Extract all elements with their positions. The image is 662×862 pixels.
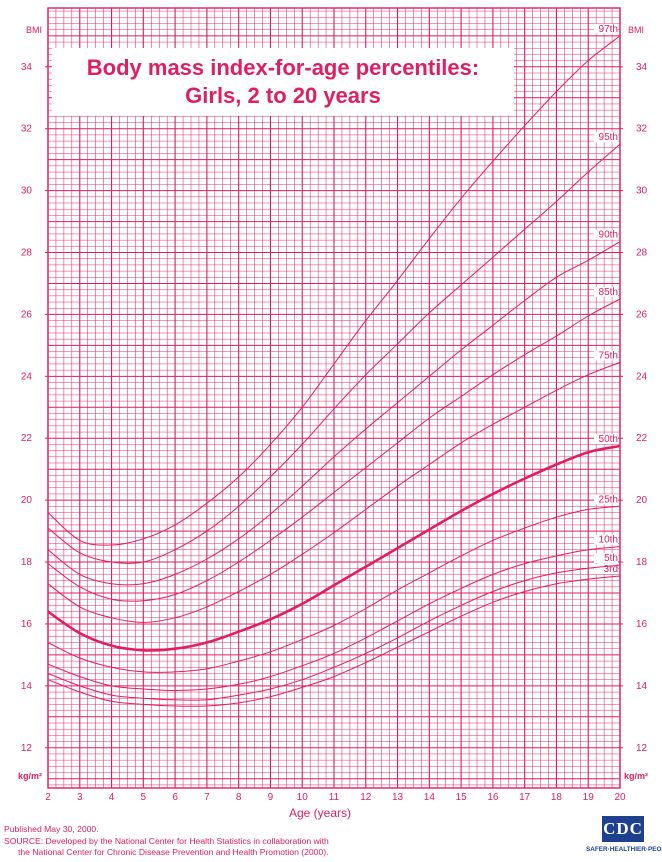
cdc-logo-icon: CDC	[602, 816, 644, 842]
percentile-label-97th: 97th	[599, 24, 618, 35]
percentile-label-bg	[594, 132, 618, 143]
footer-notes: Published May 30, 2000. SOURCE: Develope…	[4, 824, 329, 859]
percentile-curve-10th	[47, 546, 621, 692]
x-tick-label: 20	[614, 792, 626, 803]
percentile-label-50th: 50th	[599, 434, 618, 445]
percentile-curve-95th	[47, 143, 621, 564]
percentile-label-bg	[594, 433, 618, 444]
x-axis-label: Age (years)	[289, 806, 351, 820]
x-tick-label: 9	[268, 792, 274, 803]
cdc-logo-tagline: SAFER·HEALTHIER·PEOPLE™	[586, 846, 662, 853]
x-tick-label: 8	[236, 792, 242, 803]
percentile-curve-85th	[47, 298, 621, 602]
footer-source: SOURCE: Developed by the National Center…	[4, 835, 329, 846]
x-tick-label: 16	[487, 792, 499, 803]
x-tick-label: 4	[109, 792, 115, 803]
x-tick-label: 7	[204, 792, 210, 803]
y-tick-label-right: 14	[636, 681, 648, 692]
y-tick-label-right: 18	[636, 557, 648, 568]
x-tick-label: 17	[519, 792, 531, 803]
y-tick-label-right: 16	[636, 619, 648, 630]
y-tick-label-right: 22	[636, 433, 648, 444]
chart-title-box: Body mass index-for-age percentiles: Gir…	[52, 48, 514, 116]
percentile-label-10th: 10th	[599, 535, 618, 546]
footer-published: Published May 30, 2000.	[4, 824, 99, 834]
x-tick-label: 18	[551, 792, 563, 803]
y-axis-label-top-right: BMI	[628, 25, 644, 35]
x-tick-label: 15	[456, 792, 468, 803]
y-tick-label-left: 28	[21, 248, 33, 259]
x-tick-label: 6	[172, 792, 178, 803]
y-tick-label-left: 26	[21, 309, 33, 320]
y-tick-label-left: 12	[21, 743, 33, 754]
y-tick-label-left: 34	[21, 62, 33, 73]
x-tick-label: 10	[297, 792, 309, 803]
chart-title: Body mass index-for-age percentiles:	[87, 55, 479, 80]
y-tick-label-right: 12	[636, 743, 648, 754]
percentile-label-95th: 95th	[599, 132, 618, 143]
percentile-curve-75th	[47, 361, 621, 623]
percentile-label-bg	[594, 23, 618, 34]
y-tick-label-left: 24	[21, 371, 33, 382]
chart-subtitle: Girls, 2 to 20 years	[185, 83, 381, 108]
y-tick-label-left: 16	[21, 619, 33, 630]
x-tick-label: 14	[424, 792, 436, 803]
percentile-label-bg	[594, 494, 618, 505]
percentile-label-bg	[594, 534, 618, 545]
y-axis-label-top-left: BMI	[26, 25, 42, 35]
percentile-label-5th: 5th	[604, 553, 618, 564]
y-tick-label-right: 32	[636, 124, 648, 135]
y-tick-label-right: 26	[636, 309, 648, 320]
y-tick-label-left: 22	[21, 433, 33, 444]
percentile-label-25th: 25th	[599, 494, 618, 505]
plot-frame	[47, 7, 621, 789]
y-tick-label-left: 30	[21, 186, 33, 197]
x-tick-label: 3	[77, 792, 83, 803]
percentile-label-3rd: 3rd	[604, 564, 618, 575]
y-tick-label-left: 32	[21, 124, 33, 135]
footer-source-cont: the National Center for Chronic Disease …	[18, 847, 329, 857]
percentile-label-75th: 75th	[599, 350, 618, 361]
percentile-curve-3rd	[47, 575, 621, 707]
y-tick-label-right: 28	[636, 248, 648, 259]
x-tick-label: 12	[360, 792, 372, 803]
percentile-curve-97th	[47, 35, 621, 546]
x-tick-label: 11	[329, 792, 340, 803]
y-tick-label-left: 20	[21, 495, 33, 506]
percentile-label-85th: 85th	[599, 287, 618, 298]
cdc-logo: CDC SAFER·HEALTHIER·PEOPLE™	[586, 816, 662, 862]
y-tick-label-left: 14	[21, 681, 33, 692]
percentile-curve-25th	[47, 505, 621, 673]
percentile-label-bg	[594, 229, 618, 240]
percentile-curve-90th	[47, 241, 621, 586]
percentile-curve-50th	[47, 444, 621, 652]
x-tick-label: 19	[583, 792, 595, 803]
y-tick-label-right: 34	[636, 62, 648, 73]
percentile-label-bg	[594, 553, 618, 564]
percentile-label-bg	[594, 350, 618, 361]
chart-grid	[47, 8, 621, 788]
percentile-label-90th: 90th	[599, 230, 618, 241]
percentile-curve-5th	[47, 564, 621, 701]
percentile-label-bg	[594, 563, 618, 574]
percentile-label-bg	[594, 286, 618, 297]
y-tick-label-right: 20	[636, 495, 648, 506]
y-tick-label-right: 30	[636, 186, 648, 197]
x-tick-label: 13	[392, 792, 404, 803]
y-tick-label-left: 18	[21, 557, 33, 568]
y-axis-unit-left: kg/m²	[18, 771, 42, 781]
y-axis-unit-right: kg/m²	[624, 771, 648, 781]
x-tick-label: 2	[45, 792, 51, 803]
x-tick-label: 5	[141, 792, 147, 803]
y-tick-label-right: 24	[636, 371, 648, 382]
